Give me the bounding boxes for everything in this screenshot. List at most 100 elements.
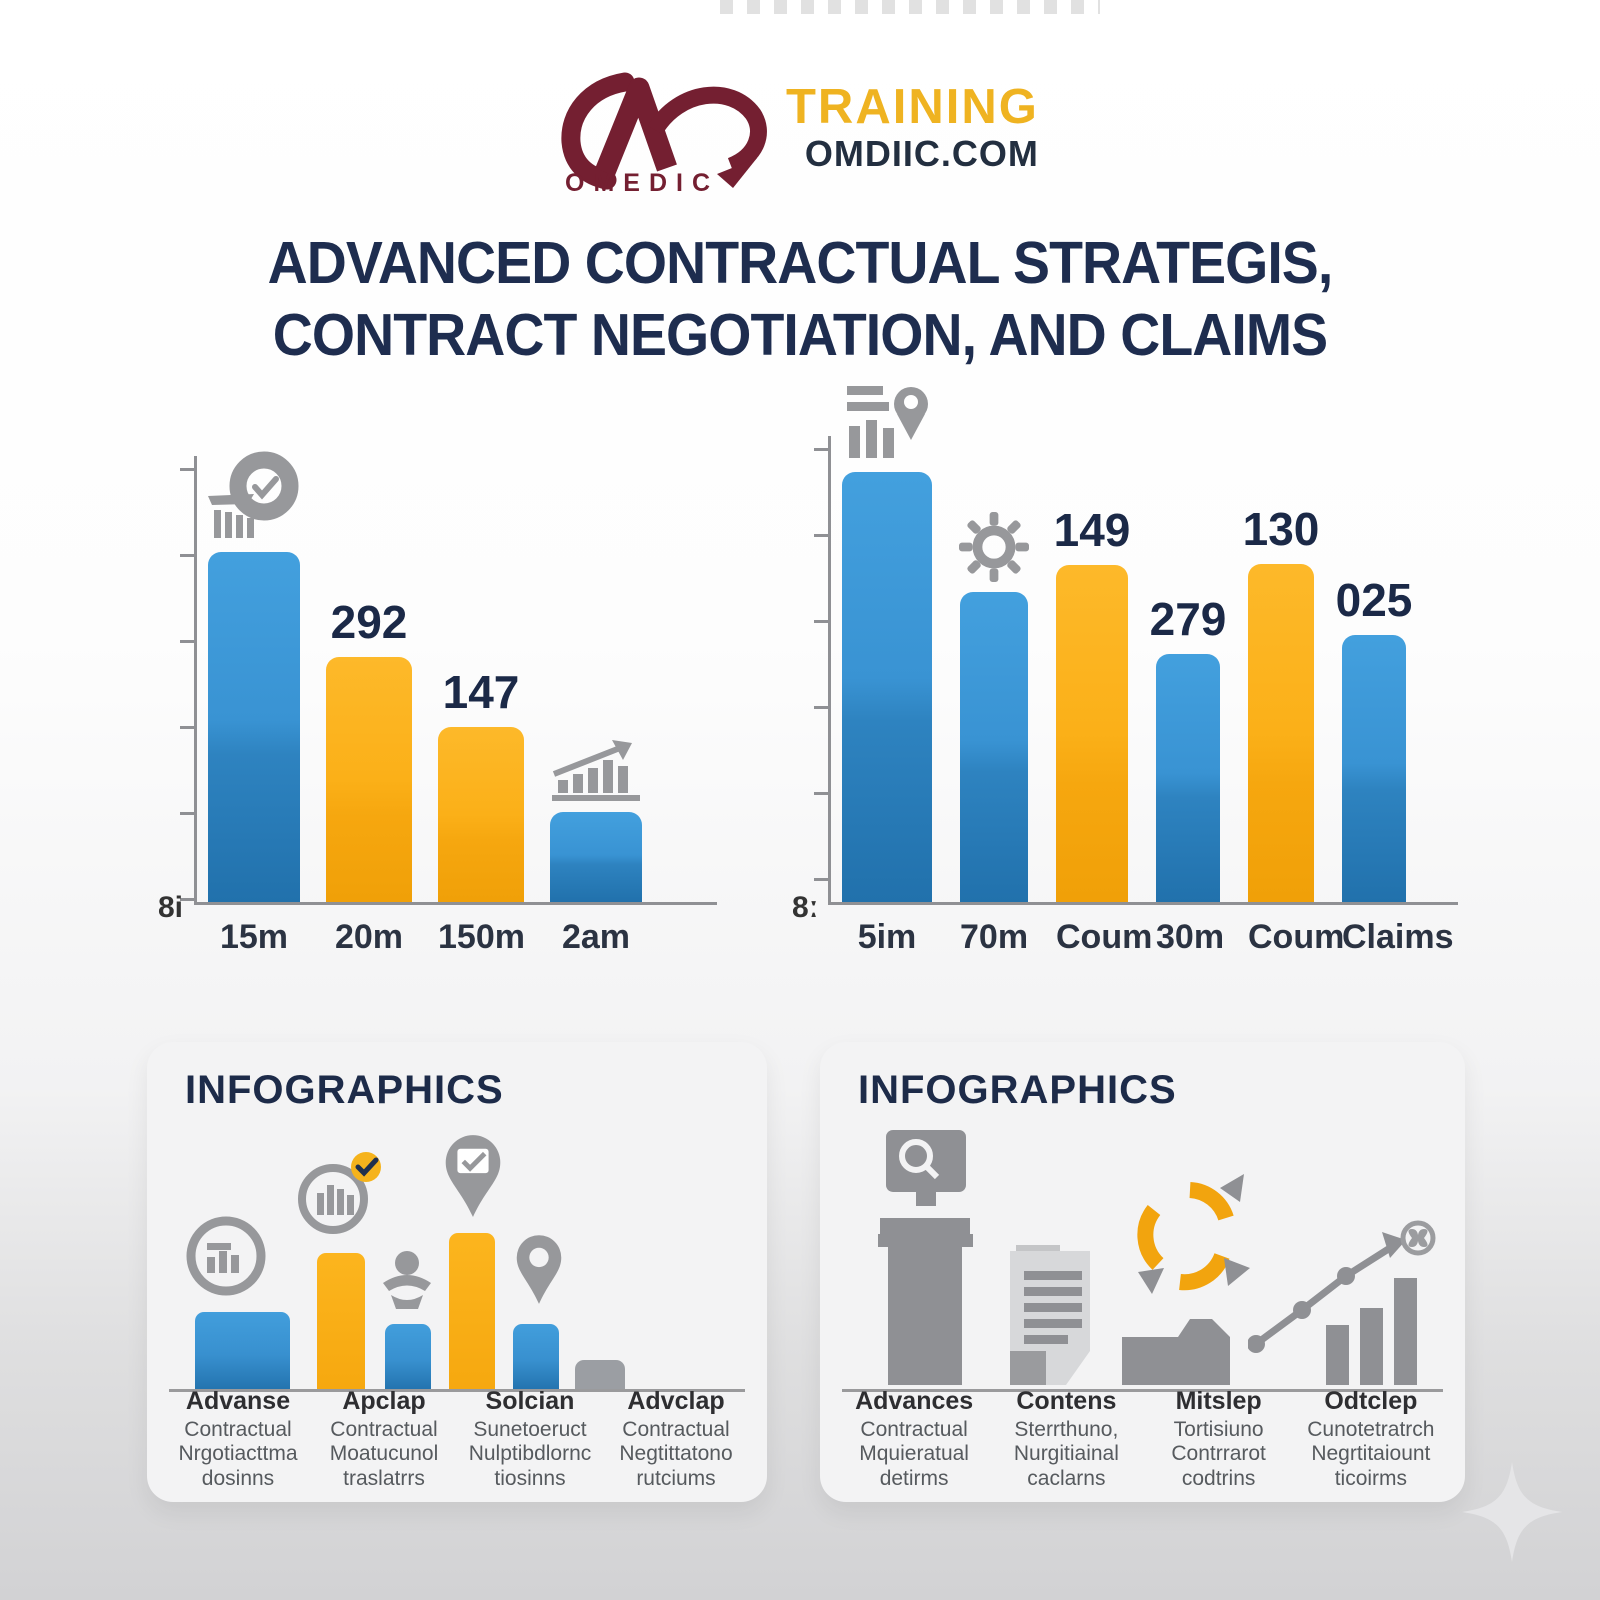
label-line: Sterrthuno,	[1014, 1417, 1119, 1441]
brand-training-text: TRAINING	[786, 80, 1039, 134]
mini-bar	[449, 1233, 495, 1390]
bar-value: 292	[330, 596, 408, 648]
panel-title: INFOGRAPHICS	[185, 1068, 504, 1112]
logo-wordmark: OMEDIC	[565, 169, 719, 197]
x-axis	[194, 902, 717, 905]
x-tick-label: 30m	[1156, 918, 1225, 956]
bar-value: 279	[1149, 593, 1227, 645]
bar-value: 025	[1335, 574, 1413, 626]
bar-value: 149	[1053, 504, 1131, 556]
label-title: Odtclep	[1324, 1386, 1418, 1415]
ring-chart-icon	[183, 1213, 269, 1304]
x-tick-label: 70m	[960, 918, 1029, 956]
x-axis-labels: 5im 70m Coum 30m Coum Claims	[842, 918, 1454, 957]
bar-column	[842, 382, 932, 902]
omedic-logo-icon: OMEDIC	[555, 68, 780, 200]
mini-bar	[513, 1324, 559, 1390]
bar	[438, 727, 524, 902]
bar-value: 130	[1242, 503, 1320, 555]
top-edge-artifact	[720, 0, 1100, 14]
pin-circle-icon	[509, 1233, 569, 1316]
label-line: Mquieratual	[859, 1442, 969, 1466]
logo-swoosh-icon	[561, 72, 767, 190]
bar-column	[959, 512, 1029, 902]
y-axis	[828, 436, 831, 905]
bar	[842, 472, 932, 902]
label-line: Nulptibdlornc	[468, 1442, 592, 1466]
bar	[1056, 565, 1128, 902]
label-line: Negtittatono	[619, 1442, 733, 1466]
x-tick-label: Coum	[1056, 918, 1153, 956]
label-title: Advances	[855, 1386, 974, 1415]
bar-chart-left: 8i 292	[158, 420, 723, 965]
label-line: Cunotetratrch	[1307, 1417, 1435, 1441]
x-axis	[828, 902, 1458, 905]
icon-scene-baseline	[842, 1389, 1443, 1392]
bar-column: 149	[1053, 503, 1131, 902]
label-line: detirms	[879, 1467, 949, 1491]
x-axis-labels: 15m 20m 150m 2am	[208, 918, 642, 957]
cycle-arrows-icon	[1128, 1172, 1252, 1312]
bar	[550, 812, 642, 902]
label-line: Contractual	[622, 1417, 730, 1441]
label-line: Contrrarot	[1171, 1442, 1266, 1466]
mini-bar	[195, 1312, 290, 1390]
mini-bar	[575, 1360, 625, 1390]
process-base-icon	[1122, 1313, 1242, 1390]
person-icon	[375, 1249, 439, 1316]
bar	[208, 552, 300, 902]
chart-badge-icon	[293, 1149, 387, 1244]
label-line: Nrgotiacttma	[178, 1442, 298, 1466]
pin-check-icon	[435, 1133, 511, 1228]
label-title: Solcian	[485, 1386, 575, 1415]
label-title: Mitslep	[1175, 1386, 1262, 1415]
bar-column: 292	[326, 595, 412, 902]
label-group: Advanse Contractual Nrgotiacttma dosinns	[165, 1387, 311, 1492]
label-line: ticoirms	[1334, 1467, 1408, 1491]
x-tick-label: 15m	[219, 918, 289, 956]
y-axis-ticks	[814, 448, 828, 902]
label-group: Apclap Contractual Moatucunol traslatrrs	[311, 1387, 457, 1492]
bar-column: 025	[1336, 573, 1412, 902]
chart-check-icon	[204, 446, 304, 542]
bar	[1342, 635, 1406, 902]
page-title-line2: CONTRACT NEGOTIATION, AND CLAIMS	[272, 301, 1328, 368]
bar-column: 147	[438, 665, 524, 902]
x-tick-label: Claims	[1342, 918, 1454, 956]
label-line: rutciums	[636, 1467, 716, 1491]
sparkle-icon	[1462, 1462, 1562, 1567]
label-line: Contractual	[330, 1417, 438, 1441]
mini-chart-baseline	[169, 1389, 745, 1392]
butterfly-badge-icon	[1400, 1220, 1436, 1256]
label-group: Mitslep Tortisiuno Contrrarot codtrins	[1143, 1387, 1295, 1492]
panel-labels: Advanse Contractual Nrgotiacttma dosinns…	[165, 1387, 749, 1492]
y-axis	[194, 456, 197, 905]
label-line: Sunetoeruct	[473, 1417, 587, 1441]
growth-trend-icon	[548, 738, 644, 802]
brand-header: OMEDIC TRAINING OMDIIC.COM	[555, 68, 1075, 203]
icon-scene	[850, 1125, 1440, 1390]
label-title: Contens	[1016, 1386, 1117, 1415]
y-axis-ticks	[180, 468, 194, 902]
monitor-search-icon	[878, 1130, 973, 1390]
bar	[326, 657, 412, 902]
label-line: tiosinns	[494, 1467, 566, 1491]
bar-column	[208, 446, 300, 902]
panel-labels: Advances Contractual Mquieratual detirms…	[838, 1387, 1447, 1492]
brand-domain-text: OMDIIC.COM	[804, 133, 1039, 175]
mini-bar	[317, 1253, 365, 1390]
bar-column: 130	[1243, 502, 1319, 902]
label-line: dosinns	[201, 1467, 275, 1491]
mini-bar-chart	[177, 1128, 737, 1390]
label-group: Solcian Sunetoeruct Nulptibdlornc tiosin…	[457, 1387, 603, 1492]
x-tick-label: Coum	[1248, 918, 1345, 956]
bars: 292 147	[208, 446, 642, 902]
bar-chart-right: 8ː	[792, 386, 1464, 965]
label-line: Contractual	[184, 1417, 292, 1441]
bar-column: 279	[1150, 592, 1226, 902]
x-tick-label: 20m	[334, 918, 404, 956]
label-line: Contractual	[860, 1417, 968, 1441]
label-title: Apclap	[342, 1386, 426, 1415]
x-tick-label: 2am	[561, 918, 631, 956]
